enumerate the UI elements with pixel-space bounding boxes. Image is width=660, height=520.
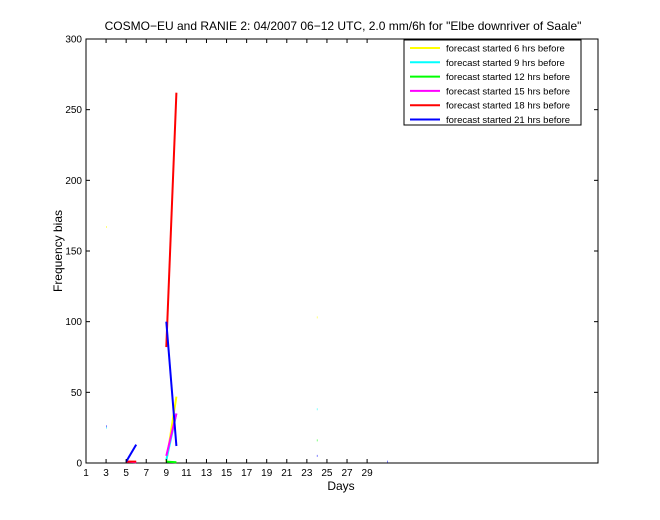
chart-title: COSMO−EU and RANIE 2: 04/2007 06−12 UTC,… xyxy=(105,19,582,33)
legend-entry: forecast started 9 hrs before xyxy=(446,58,565,69)
x-tick-label: 25 xyxy=(321,468,333,479)
x-tick-label: 7 xyxy=(143,468,149,479)
x-axis-label: Days xyxy=(327,479,354,493)
series-3 xyxy=(166,439,318,464)
series-line-segment xyxy=(166,460,177,464)
axis-ticks: 1 3 5 7 9 11 13 15 17 19 21 23 25 27 29050100150200250… xyxy=(65,35,598,479)
legend-entry: forecast started 21 hrs before xyxy=(446,115,570,126)
series-line-segment xyxy=(125,444,138,463)
series-layer xyxy=(106,92,388,464)
x-tick-label: 11 xyxy=(181,468,192,479)
series-5 xyxy=(126,92,178,463)
y-tick-label: 250 xyxy=(65,105,82,116)
x-tick-label: 17 xyxy=(241,468,253,479)
legend: forecast started 6 hrs before forecast st… xyxy=(403,39,582,126)
x-tick-label: 21 xyxy=(281,468,293,479)
x-tick-label: 19 xyxy=(261,468,273,479)
x-tick-label: 15 xyxy=(221,468,233,479)
y-axis-label: Frequency bias xyxy=(51,210,65,292)
legend-entry: forecast started 6 hrs before xyxy=(446,44,565,55)
x-tick-label: 1 xyxy=(83,468,89,479)
legend-box xyxy=(403,39,582,126)
legend-entry: forecast started 18 hrs before xyxy=(446,101,570,112)
y-tick-label: 300 xyxy=(65,35,82,46)
x-tick-label: 9 xyxy=(164,468,170,479)
x-tick-label: 13 xyxy=(201,468,213,479)
legend-entry: forecast started 15 hrs before xyxy=(446,86,570,97)
legend-entry: forecast started 12 hrs before xyxy=(446,72,570,83)
y-tick-label: 200 xyxy=(65,176,82,187)
y-tick-label: 100 xyxy=(65,317,82,328)
y-tick-label: 50 xyxy=(71,388,83,399)
x-tick-label: 29 xyxy=(362,468,374,479)
x-tick-label: 5 xyxy=(123,468,129,479)
series-line-segment xyxy=(165,321,178,447)
y-tick-label: 0 xyxy=(76,459,82,470)
series-line-segment xyxy=(165,92,178,348)
series-6 xyxy=(106,321,388,463)
y-tick-label: 150 xyxy=(65,247,82,258)
x-tick-label: 3 xyxy=(103,468,109,479)
x-tick-label: 27 xyxy=(341,468,353,479)
x-tick-label: 23 xyxy=(301,468,313,479)
